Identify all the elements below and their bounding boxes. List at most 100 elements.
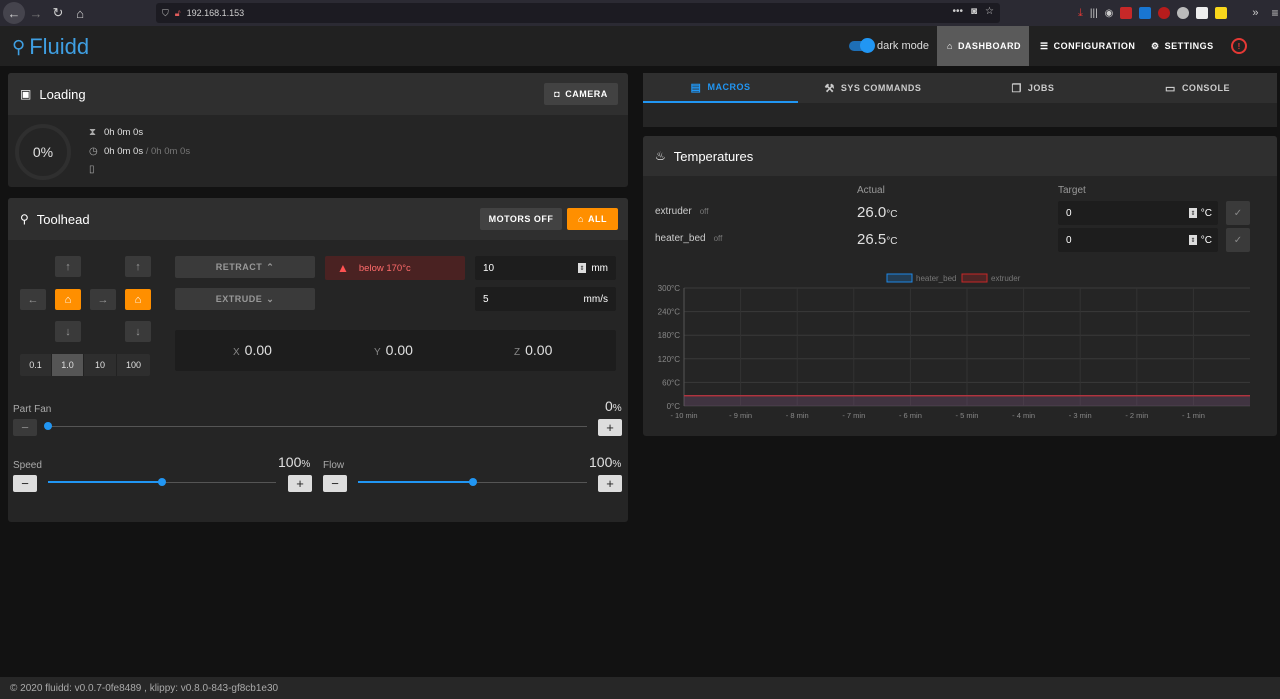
footer: © 2020 fluidd: v0.0.7-0fe8489 , klippy: …: [0, 677, 1280, 699]
y-position: Y 0.00: [374, 342, 413, 358]
overflow-menu-icon[interactable]: »: [1252, 7, 1259, 19]
tab-jobs[interactable]: ❐ JOBS: [948, 73, 1118, 103]
extension-grey-icon[interactable]: [1177, 7, 1190, 19]
emergency-stop-icon[interactable]: !: [1231, 38, 1247, 54]
x-tick-label: - 6 min: [899, 411, 922, 420]
extrude-length-input[interactable]: 10 ⇕ mm: [475, 256, 616, 280]
extruder-target-input[interactable]: 0 ⇕ °C: [1058, 201, 1218, 225]
step-option[interactable]: 100: [117, 354, 150, 376]
home-xy-button[interactable]: ⌂: [55, 289, 81, 310]
extension-blue-icon[interactable]: [1139, 7, 1152, 19]
extrude-label: EXTRUDE: [215, 294, 263, 304]
home-icon[interactable]: ⌂: [76, 5, 84, 21]
home-z-button[interactable]: ⌂: [125, 289, 151, 310]
flow-number: 100: [589, 454, 613, 470]
part-fan-slider-track[interactable]: [48, 426, 587, 427]
part-fan-increase-button[interactable]: +: [598, 419, 622, 436]
bed-actual-value: 26.5: [857, 231, 887, 248]
step-option[interactable]: 10: [84, 354, 117, 376]
jog-y-minus-button[interactable]: ↓: [55, 321, 81, 342]
address-bar[interactable]: ⛉ 🔓︎ 192.168.1.153 ••• ◙ ☆: [156, 3, 1000, 23]
camera-icon: ◘: [554, 89, 561, 99]
heater-state: off: [699, 207, 709, 216]
fluidd-logo[interactable]: ⚲ Fluidd: [12, 34, 89, 60]
elapsed-line: ⧗ 0h 0m 0s: [89, 127, 143, 138]
jog-x-plus-button[interactable]: →: [90, 289, 116, 310]
tab-sys-commands[interactable]: ⚒ SYS COMMANDS: [798, 73, 948, 103]
library-icon[interactable]: |||: [1089, 7, 1098, 19]
flow-slider-knob[interactable]: [468, 478, 477, 486]
status-title: Loading: [39, 86, 86, 102]
camera-button[interactable]: ◘ CAMERA: [544, 83, 618, 105]
jog-z-plus-button[interactable]: ↑: [125, 256, 151, 277]
extrude-button[interactable]: EXTRUDE ⌄: [175, 288, 315, 310]
flow-decrease-button[interactable]: −: [323, 475, 347, 492]
tab-console[interactable]: ▭ CONSOLE: [1118, 73, 1277, 103]
home-icon: ⌂: [947, 41, 953, 51]
spinner-icon[interactable]: ⇕: [1189, 208, 1197, 218]
spinner-icon[interactable]: ⇕: [1189, 235, 1197, 245]
jog-z-minus-button[interactable]: ↓: [125, 321, 151, 342]
back-icon[interactable]: ←: [3, 2, 25, 24]
forward-icon[interactable]: →: [29, 5, 43, 21]
part-fan-decrease-button[interactable]: −: [13, 419, 37, 436]
dark-mode-toggle[interactable]: [849, 38, 875, 53]
extension-yellow-icon[interactable]: [1215, 7, 1228, 19]
step-option[interactable]: 0.1: [20, 354, 52, 376]
speed-slider-knob[interactable]: [158, 478, 166, 486]
temperatures-title: Temperatures: [673, 148, 754, 164]
more-icon[interactable]: •••: [952, 6, 963, 17]
nav-dashboard-button[interactable]: ⌂ DASHBOARD: [937, 26, 1029, 66]
home-all-button[interactable]: ⌂ ALL: [567, 208, 618, 230]
y-value: 0.00: [385, 342, 413, 358]
extension-white-icon[interactable]: [1196, 7, 1209, 19]
speed-increase-button[interactable]: +: [288, 475, 312, 492]
step-option[interactable]: 1.0: [52, 354, 84, 376]
extension-ublock-icon[interactable]: [1158, 7, 1171, 19]
x-tick-label: - 1 min: [1182, 411, 1205, 420]
nav-configuration-label: CONFIGURATION: [1053, 41, 1136, 51]
shield-icon: ⛉: [162, 7, 169, 18]
bed-target-input[interactable]: 0 ⇕ °C: [1058, 228, 1218, 252]
clock-icon: ◷: [89, 146, 98, 157]
nav-configuration-button[interactable]: ☰ CONFIGURATION: [1030, 26, 1145, 66]
extruder-actual-temp: 26.0°C: [857, 204, 897, 221]
extruder-set-button[interactable]: ✓: [1226, 201, 1250, 225]
temperatures-card-header: ♨ Temperatures: [643, 136, 1277, 176]
extension-red-icon[interactable]: [1120, 7, 1133, 19]
hamburger-menu-icon[interactable]: ≡: [1271, 6, 1279, 20]
bed-set-button[interactable]: ✓: [1226, 228, 1250, 252]
jog-y-plus-button[interactable]: ↑: [55, 256, 81, 277]
plus-icon: +: [296, 476, 304, 491]
retract-label: RETRACT: [215, 262, 263, 272]
min-temp-warning: ▲ below 170°c: [325, 256, 465, 280]
heater-name: heater_bed: [655, 233, 706, 244]
spinner-icon[interactable]: ⇕: [578, 263, 586, 273]
printer-icon: ▣: [20, 87, 32, 101]
chevron-down-icon: ⌄: [266, 293, 275, 304]
account-icon[interactable]: ◉: [1104, 7, 1114, 19]
y-tick-label: 300°C: [658, 284, 681, 293]
nav-settings-label: SETTINGS: [1164, 41, 1214, 51]
pocket-icon[interactable]: ◙: [970, 6, 978, 17]
flow-label: Flow: [323, 460, 345, 471]
y-tick-label: 60°C: [662, 378, 680, 387]
jog-x-minus-button[interactable]: ←: [20, 289, 46, 310]
extrude-speed-input[interactable]: 5 mm/s: [475, 287, 616, 311]
status-card: ▣ Loading ◘ CAMERA: [8, 73, 628, 187]
heater-name: extruder: [655, 206, 692, 217]
speed-label: Speed: [13, 460, 42, 471]
z-position: Z 0.00: [514, 342, 552, 358]
file-code-icon: ▤: [690, 81, 702, 94]
tab-macros[interactable]: ▤ MACROS: [643, 73, 798, 103]
motors-off-button[interactable]: MOTORS OFF: [480, 208, 562, 230]
part-fan-slider-knob[interactable]: [44, 422, 52, 430]
speed-decrease-button[interactable]: −: [13, 475, 37, 492]
dark-mode-label: dark mode: [877, 40, 929, 52]
download-icon[interactable]: ⤓: [1078, 6, 1083, 19]
retract-button[interactable]: RETRACT ⌃: [175, 256, 315, 278]
flow-increase-button[interactable]: +: [598, 475, 622, 492]
nav-settings-button[interactable]: ⚙ SETTINGS: [1141, 26, 1224, 66]
bookmark-star-icon[interactable]: ☆: [985, 6, 994, 17]
reload-icon[interactable]: ↻: [52, 5, 64, 20]
